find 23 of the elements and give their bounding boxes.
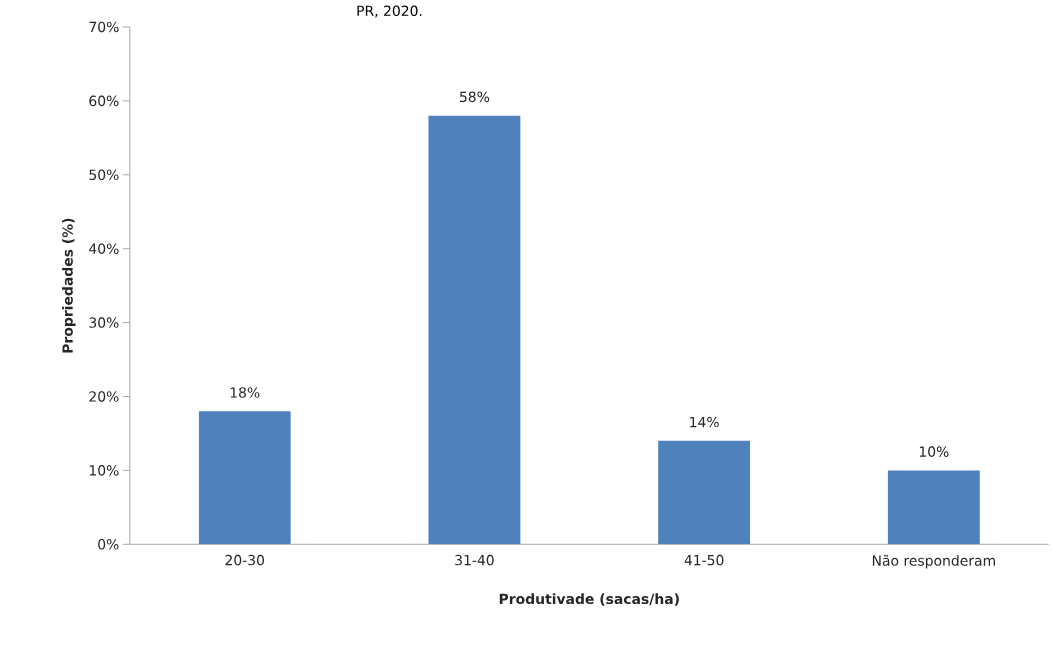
- data-label: 58%: [460, 91, 490, 103]
- x-tick-label: Não responderam: [872, 554, 995, 569]
- data-label: 18%: [230, 387, 260, 398]
- x-axis-title: Produtivade (sacas/ha): [499, 593, 679, 606]
- y-tick-label: 40%: [89, 243, 119, 254]
- y-tick-label: 70%: [89, 21, 119, 33]
- y-tick-label: 10%: [89, 465, 119, 476]
- y-axis-title: Propriedades (%): [62, 218, 76, 353]
- y-tick-label: 50%: [89, 169, 119, 180]
- y-tick-label: 20%: [89, 391, 119, 402]
- bar: [198, 411, 291, 545]
- bar: [658, 440, 751, 545]
- data-label: 10%: [919, 446, 949, 457]
- data-label: 14%: [690, 416, 719, 428]
- y-tick-label: 30%: [89, 317, 119, 328]
- x-tick-label: 31-40: [455, 554, 494, 566]
- bar: [887, 470, 980, 545]
- text: PR, 2020.: [357, 5, 422, 18]
- bar: [428, 115, 521, 545]
- x-tick-label: 20-30: [225, 554, 265, 566]
- y-tick-label: 0%: [98, 538, 119, 550]
- x-tick-label: 41-50: [684, 554, 724, 566]
- y-tick-label: 60%: [89, 95, 119, 107]
